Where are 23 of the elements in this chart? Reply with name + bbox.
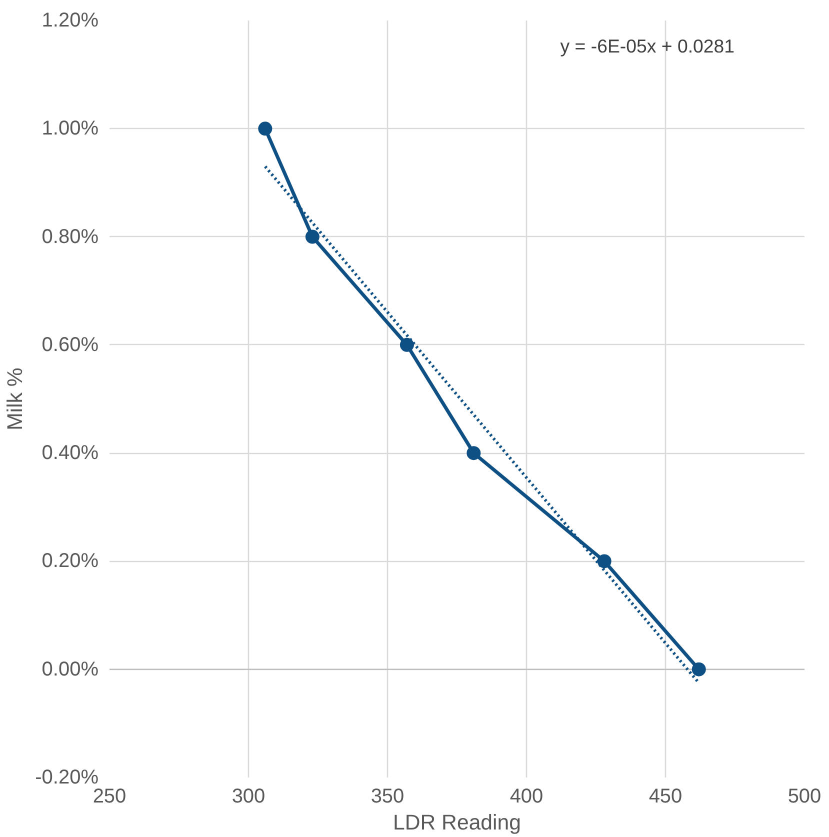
x-tick-label: 500	[788, 786, 822, 808]
y-tick-label: 0.80%	[42, 226, 99, 248]
y-tick-label: 1.00%	[42, 118, 99, 140]
x-tick-label: 350	[370, 786, 404, 808]
point	[466, 446, 481, 460]
y-tick-label: -0.20%	[35, 766, 99, 788]
annotation: y = -6E-05x + 0.0281	[560, 36, 735, 56]
point	[597, 554, 612, 568]
x-tick-label: 400	[510, 786, 544, 808]
x-axis-title: LDR Reading	[392, 810, 522, 834]
x-tick-label: 450	[648, 786, 682, 808]
x-tick-label: 300	[232, 786, 266, 808]
point	[692, 662, 706, 676]
y-axis-title: Milk %	[3, 368, 28, 430]
y-tick-label: 1.20%	[42, 10, 99, 32]
x-tick-label: 250	[92, 786, 126, 808]
point	[400, 338, 414, 352]
y-tick-label: 0.40%	[42, 442, 99, 464]
y-tick-label: 0.00%	[42, 658, 99, 680]
point	[258, 122, 272, 136]
y-tick-label: 0.60%	[42, 334, 99, 356]
y-tick-label: 0.20%	[42, 550, 99, 572]
point	[305, 230, 320, 244]
